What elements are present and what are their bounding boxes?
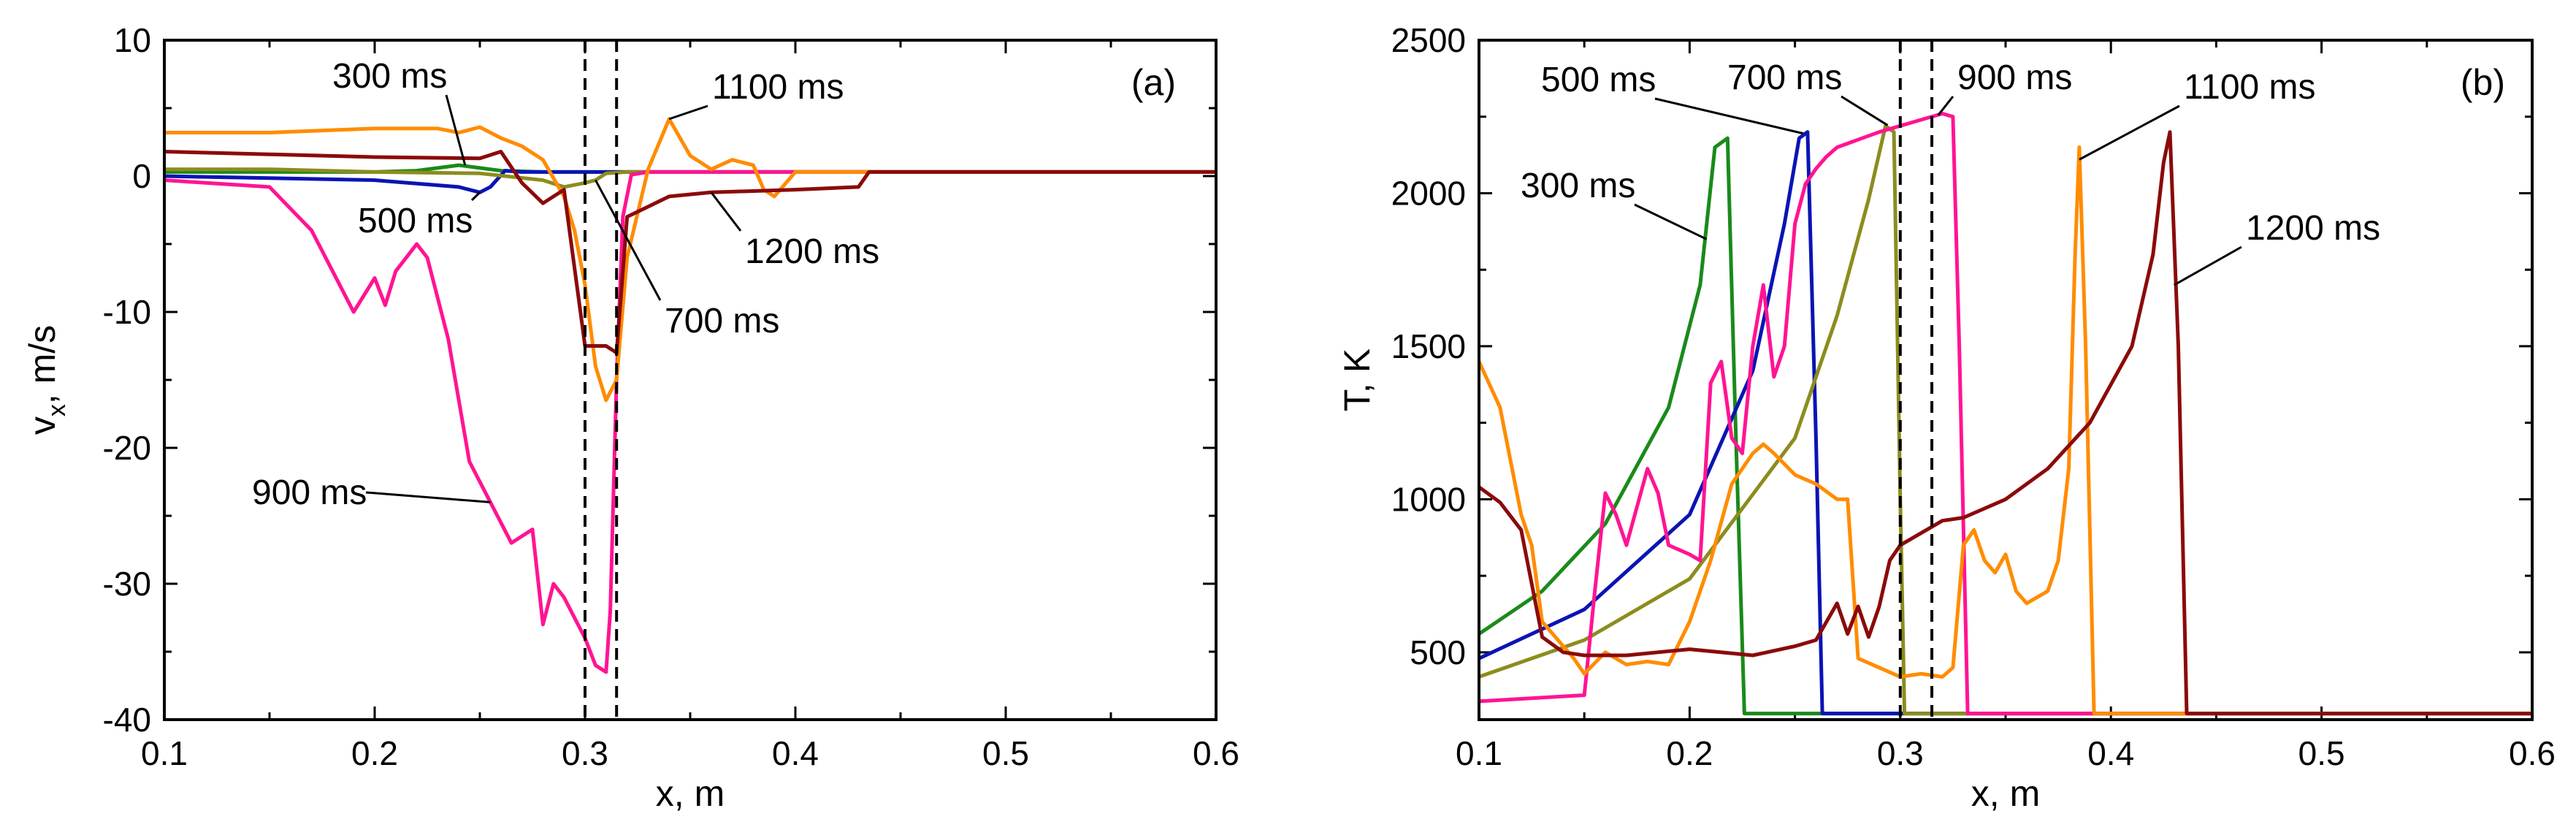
series-group — [1479, 112, 2532, 716]
panel-b-temperature-chart: 0.1 0.2 0.3 0.4 0.5 0.6 2500 2000 1500 1000 500 300… — [1337, 21, 2556, 814]
x-tick-label: 0.6 — [2509, 734, 2556, 772]
series-line-700-ms — [1479, 123, 2532, 716]
y-tick-label: 2000 — [1391, 174, 1466, 212]
x-axis-label: x, m — [1971, 773, 2040, 814]
y-tick-label: 10 — [114, 21, 151, 59]
annotation-leader — [1841, 95, 1889, 126]
annotation-label: 500 ms — [358, 202, 473, 240]
y-tick-label: -10 — [103, 293, 151, 331]
y-axis-label-subscript: x — [43, 404, 71, 416]
panel-a-velocity-chart: 0.1 0.2 0.3 0.4 0.5 0.6 10 0 -10 -20 -30 -40 300 ms 5… — [22, 21, 1239, 814]
series-line-900-ms — [1479, 112, 2532, 716]
annotation-leader — [2173, 245, 2242, 286]
annotation-leader — [668, 104, 708, 121]
series-line-500-ms — [164, 169, 1216, 194]
x-tick-label: 0.3 — [1877, 734, 1924, 772]
annotation-label: 900 ms — [252, 473, 367, 512]
y-tick-label: 500 — [1410, 633, 1466, 671]
annotation-leader — [1937, 96, 1954, 116]
annotation-label: 1200 ms — [2246, 209, 2380, 248]
annotation-label: 900 ms — [1957, 58, 2072, 97]
plot-frame — [163, 39, 1218, 721]
annotation-leader — [1634, 203, 1708, 240]
panel-label: (a) — [1131, 62, 1176, 103]
series-line-500-ms — [1479, 130, 2532, 716]
x-tick-label: 0.4 — [772, 734, 819, 772]
annotation-label: 1100 ms — [712, 68, 844, 107]
y-axis-label-unit: , m/s — [22, 325, 63, 404]
x-tick-label: 0.1 — [141, 734, 188, 772]
annotation-leader — [470, 191, 481, 202]
y-tick-label: -40 — [103, 701, 151, 739]
series-line-300-ms — [1479, 136, 2532, 716]
annotation-label: 1200 ms — [745, 232, 879, 271]
panel-label: (b) — [2461, 62, 2505, 103]
annotation-label: 1100 ms — [2184, 68, 2316, 107]
series-group — [164, 117, 1216, 674]
annotation-leader — [595, 179, 662, 301]
y-axis-label: T, K — [1337, 348, 1377, 411]
y-axis-label-main: v — [22, 416, 63, 435]
annotation-label: 700 ms — [1727, 58, 1842, 97]
annotation-label: 700 ms — [665, 302, 779, 340]
x-tick-label: 0.2 — [351, 734, 398, 772]
x-tick-label: 0.2 — [1666, 734, 1713, 772]
annotation-leader — [365, 491, 491, 503]
annotation-leader — [445, 94, 467, 166]
plot-frame — [1478, 39, 2534, 721]
x-tick-label: 0.3 — [562, 734, 608, 772]
y-tick-label: 2500 — [1391, 21, 1466, 59]
y-tick-label: -30 — [103, 565, 151, 603]
x-tick-label: 0.4 — [2087, 734, 2134, 772]
x-tick-label: 0.5 — [2298, 734, 2345, 772]
x-axis-label: x, m — [656, 773, 725, 814]
y-axis-label: vx, m/s — [22, 325, 71, 435]
y-axis-label-main: T, K — [1337, 348, 1377, 411]
annotation-label: 500 ms — [1541, 61, 1656, 99]
annotation-leader — [2079, 104, 2180, 161]
annotation-leader — [1654, 97, 1804, 135]
annotation-label: 300 ms — [1521, 167, 1635, 205]
x-tick-label: 0.6 — [1193, 734, 1239, 772]
series-line-700-ms — [164, 167, 1216, 189]
annotation-label: 300 ms — [332, 57, 447, 96]
x-tick-label: 0.1 — [1456, 734, 1502, 772]
annotation-leader — [710, 191, 742, 232]
series-line-1200-ms — [1479, 130, 2532, 716]
y-tick-label: 1500 — [1391, 327, 1466, 365]
y-tick-label: -20 — [103, 429, 151, 467]
y-tick-label: 1000 — [1391, 480, 1466, 518]
series-line-900-ms — [164, 169, 1216, 674]
x-tick-label: 0.5 — [982, 734, 1029, 772]
series-line-1100-ms — [164, 117, 1216, 403]
y-tick-label: 0 — [132, 157, 151, 195]
series-line-1100-ms — [1479, 145, 2532, 716]
